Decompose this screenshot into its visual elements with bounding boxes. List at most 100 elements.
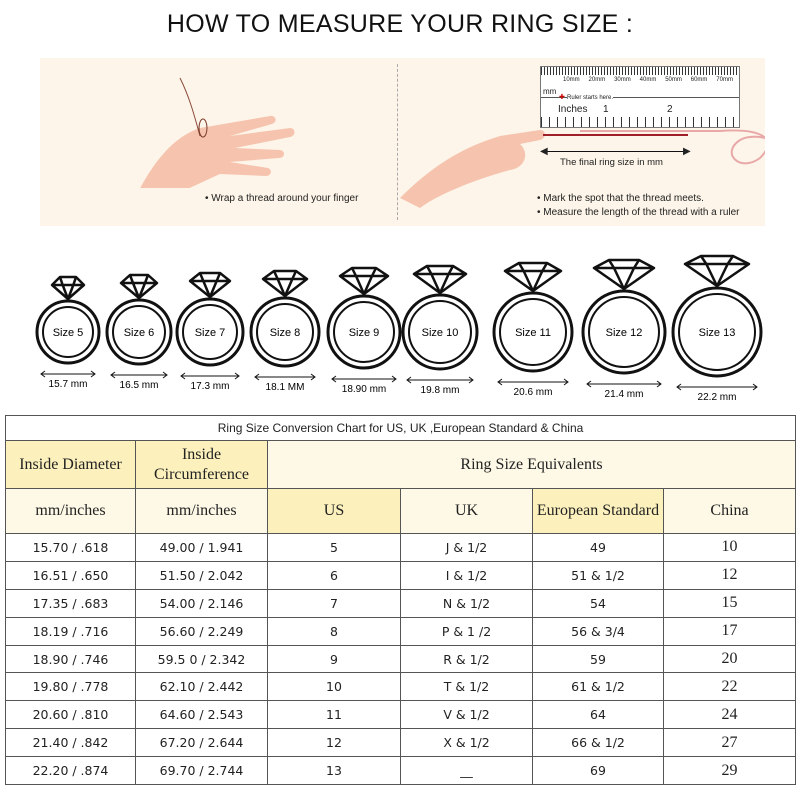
diamond-icon	[338, 266, 390, 296]
cell-china: 15	[662, 588, 797, 618]
ring-inner-circle	[182, 304, 238, 360]
ruler-mm-tick: 50mm	[665, 77, 682, 83]
table-row: 18.90 / .746 59.5 0 / 2.342 9 R & 1/2 59 20	[5, 644, 797, 674]
ring-size-label: Size 7	[195, 327, 226, 339]
cell-china: 17	[662, 616, 797, 646]
cell-european: 61 & 1/2	[532, 672, 664, 702]
subheader-uk: UK	[400, 488, 533, 534]
instruction-mark-text: Mark the spot that the thread meets.	[543, 193, 704, 204]
cell-diameter: 20.60 / .810	[5, 700, 136, 730]
cell-uk: P & 1 /2	[400, 616, 533, 646]
cell-china: 20	[662, 644, 797, 674]
cell-circumference: 54.00 / 2.146	[135, 588, 268, 618]
subheader-european: European Standard	[532, 488, 664, 534]
table-caption: Ring Size Conversion Chart for US, UK ,E…	[4, 415, 797, 441]
page-title: HOW TO MEASURE YOUR RING SIZE :	[166, 10, 634, 38]
diamond-icon	[592, 258, 656, 291]
ruler-mm-tick: 20mm	[588, 77, 606, 83]
cell-us: 8	[267, 616, 401, 646]
ring-diameter-label: 20.6 mm	[514, 387, 553, 398]
diameter-arrow	[586, 380, 662, 388]
ring-size-label: Size 10	[422, 327, 459, 339]
ring-diameter-label: 18.1 MM	[266, 382, 305, 393]
cell-uk: X & 1/2	[400, 728, 533, 758]
cell-us: 9	[267, 644, 401, 674]
ring-inner-circle	[112, 305, 166, 359]
ruler: 10mm 20mm 30mm 40mm 50mm 60mm 70mm mm ✚ Ruler …	[540, 66, 740, 128]
thread-line	[543, 134, 688, 136]
ring-inner-circle	[256, 303, 314, 361]
ring-inner-circle	[499, 298, 567, 366]
ruler-mm-tick: 30mm	[614, 77, 631, 83]
diameter-arrow	[676, 383, 758, 391]
ring-diameter-label: 21.4 mm	[605, 389, 644, 400]
header-ring-size-equivalents: Ring Size Equivalents	[266, 440, 797, 489]
cell-uk: V & 1/2	[400, 700, 533, 730]
ring-outer-circle	[175, 297, 245, 367]
cell-diameter: 22.20 / .874	[5, 756, 136, 786]
cell-diameter: 21.40 / .842	[5, 728, 136, 758]
ring-inner-circle	[678, 293, 756, 371]
cell-european: 54	[532, 588, 664, 618]
ring-size-label: Size 8	[270, 327, 301, 339]
diamond-icon	[119, 273, 159, 300]
ring-size-label: Size 13	[699, 327, 736, 339]
ring-diameter-label: 18.90 mm	[342, 384, 386, 395]
cell-uk: __	[400, 756, 533, 786]
cell-diameter: 18.19 / .716	[5, 616, 136, 646]
cell-uk: J & 1/2	[400, 533, 533, 562]
ring-inner-circle	[333, 301, 395, 363]
conversion-table: Ring Size Conversion Chart for US, UK ,E…	[4, 415, 797, 786]
measure-arrow	[545, 151, 688, 152]
diamond-icon	[412, 264, 468, 295]
subheader-us: US	[267, 488, 401, 534]
cell-european: 49	[532, 533, 664, 562]
cell-uk: T & 1/2	[400, 672, 533, 702]
ring-size-8: Size 8 18.1 MM	[249, 269, 321, 393]
cell-us: 7	[267, 588, 401, 618]
ring-size-label: Size 11	[515, 327, 551, 339]
ruler-mm-label: mm	[543, 87, 557, 96]
cell-european: 56 & 3/4	[532, 616, 664, 646]
cell-circumference: 56.60 / 2.249	[135, 616, 268, 646]
ring-size-illustrations: Size 5 15.7 mm Size 6 16.5 mm Size 7 17.3 mm S…	[0, 250, 800, 403]
divider	[397, 64, 398, 220]
table-row: 18.19 / .716 56.60 / 2.249 8 P & 1 /2 56 & 3…	[5, 616, 797, 646]
cell-diameter: 18.90 / .746	[5, 644, 136, 674]
instruction-measure: • Measure the length of the thread with …	[537, 207, 740, 218]
cell-circumference: 49.00 / 1.941	[135, 533, 268, 562]
ruler-mm-tick: 60mm	[690, 77, 708, 83]
ring-inner-circle	[42, 306, 94, 358]
cell-european: 64	[532, 700, 664, 730]
diameter-arrow	[254, 373, 316, 381]
diamond-icon	[683, 254, 751, 288]
cell-us: 6	[267, 560, 401, 590]
cell-uk: N & 1/2	[400, 588, 533, 618]
ring-outer-circle	[492, 291, 574, 373]
cell-us: 13	[267, 756, 401, 786]
cell-diameter: 17.35 / .683	[5, 588, 136, 618]
ring-size-6: Size 6 16.5 mm	[105, 273, 173, 391]
ruler-start-marker-icon: ✚	[559, 94, 565, 101]
instruction-wrap-text: Wrap a thread around your finger	[211, 193, 359, 204]
cell-european: 69	[532, 756, 664, 786]
header-inside-circumference: Inside Circumference	[135, 440, 268, 489]
diamond-icon	[261, 269, 309, 298]
ruler-inch-1: 1	[603, 104, 609, 115]
table-row: 20.60 / .810 64.60 / 2.543 11 V & 1/2 64 24	[5, 700, 797, 730]
diameter-arrow	[406, 376, 474, 384]
ruler-mm-tick: 10mm	[563, 77, 580, 83]
instruction-mark: • Mark the spot that the thread meets.	[537, 193, 704, 204]
table-row: 19.80 / .778 62.10 / 2.442 10 T & 1/2 61 & 1…	[5, 672, 797, 702]
cell-china: 22	[662, 672, 797, 702]
header-inside-diameter: Inside Diameter	[5, 440, 136, 489]
ring-size-label: Size 9	[349, 327, 380, 339]
ring-size-10: Size 10 19.8 mm	[401, 264, 479, 396]
cell-circumference: 69.70 / 2.744	[135, 756, 268, 786]
cell-china: 29	[662, 756, 797, 786]
cell-china: 10	[662, 533, 797, 562]
subheader-diameter-units: mm/inches	[5, 488, 136, 534]
ring-diameter-label: 22.2 mm	[698, 392, 737, 400]
diamond-icon	[50, 275, 86, 301]
ring-diameter-label: 16.5 mm	[120, 380, 159, 391]
